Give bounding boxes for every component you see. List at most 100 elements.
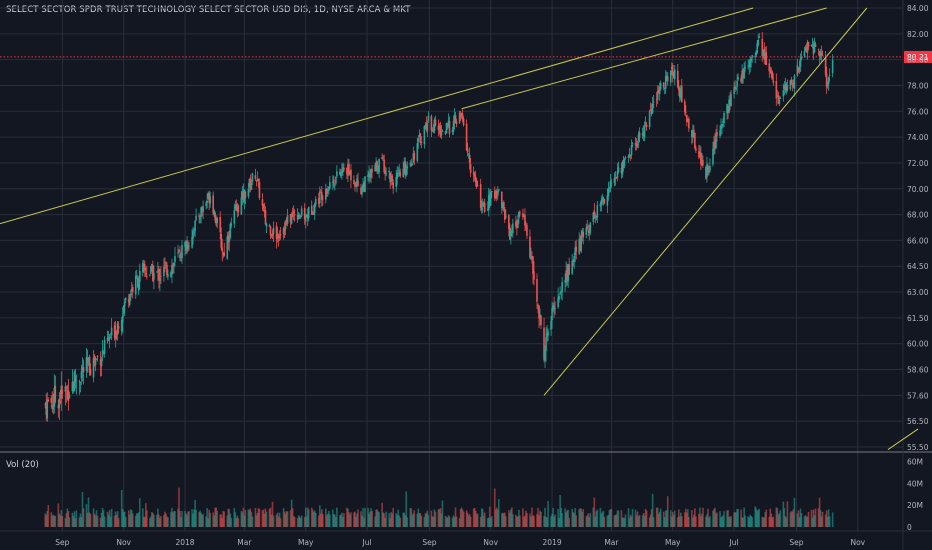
volume-bar [87, 497, 90, 527]
volume-bar [817, 508, 820, 527]
volume-bar [75, 510, 78, 527]
volume-bar [108, 510, 111, 527]
volume-bar [716, 512, 718, 527]
volume-bar [452, 515, 455, 527]
volume-bar [179, 511, 181, 527]
volume-bar [800, 513, 803, 527]
volume-bar [58, 513, 61, 527]
volume-bar [54, 515, 57, 527]
candle-body [418, 134, 421, 137]
candle-body [472, 172, 475, 175]
volume-bar [713, 509, 715, 527]
candle-body [167, 274, 169, 277]
candle-body [299, 215, 302, 218]
last-price-label: 80.21 [907, 53, 929, 62]
candle-body [202, 206, 204, 212]
candle-body [522, 213, 524, 218]
candle-body [89, 368, 92, 376]
candle-body [107, 337, 110, 339]
candle-body [786, 85, 789, 91]
volume-bar [186, 515, 188, 527]
candle-body [44, 404, 47, 406]
volume-bar [814, 508, 817, 527]
candle-body [722, 121, 724, 123]
candle-body [622, 159, 625, 168]
volume-bar [392, 507, 394, 527]
volume-bar [251, 516, 254, 527]
volume-bar [318, 505, 321, 527]
candle-body [526, 225, 528, 236]
volume-bar [566, 510, 568, 527]
candle-body [159, 278, 161, 282]
candle-body [413, 152, 416, 160]
volume-bar [156, 514, 158, 527]
volume-bar [269, 507, 272, 527]
candle-body [581, 231, 584, 238]
volume-bar [346, 507, 348, 527]
time-tick-label: Mar [237, 538, 252, 547]
candle-body [390, 177, 392, 182]
volume-bar [686, 512, 688, 527]
volume-bar [431, 516, 434, 527]
volume-indicator-label[interactable]: Vol (20) [6, 460, 39, 470]
candle-body [688, 118, 690, 129]
volume-bar [334, 514, 336, 527]
volume-bar [199, 510, 201, 527]
volume-bar [73, 511, 76, 527]
volume-bar [418, 513, 421, 527]
volume-bar [522, 508, 524, 527]
price-tick-label: 76.00 [907, 107, 929, 116]
candle-body [650, 108, 653, 115]
volume-bar [671, 512, 674, 527]
candle-body [771, 71, 774, 80]
volume-bar [466, 512, 469, 527]
candle-body [377, 171, 379, 172]
volume-bar [385, 511, 387, 527]
volume-bar [127, 510, 130, 527]
candle-body [403, 163, 406, 168]
candle-body [251, 173, 254, 182]
candle-body [567, 264, 569, 282]
volume-bar [559, 495, 561, 527]
volume-bar [810, 509, 813, 527]
price-tick-label: 66.00 [907, 236, 929, 245]
volume-bar [487, 517, 490, 527]
candle-body [305, 214, 308, 216]
candle-body [406, 166, 409, 169]
candle-body [275, 225, 278, 240]
volume-bar [353, 512, 355, 527]
volume-bar [117, 518, 120, 527]
volume-bar [747, 516, 749, 527]
candle-body [143, 263, 145, 265]
candle-body [614, 177, 617, 179]
candle-body [730, 94, 732, 107]
candle-body [255, 180, 258, 182]
volume-bar [754, 506, 757, 527]
candle-body [446, 124, 449, 126]
volume-bar [244, 510, 247, 527]
volume-bar [709, 516, 711, 527]
volume-bar [343, 512, 345, 527]
candle-body [207, 192, 209, 199]
volume-bar [673, 510, 676, 527]
volume-bar [381, 502, 383, 527]
volume-bar [677, 509, 680, 527]
candle-body [642, 132, 645, 137]
candle-body [669, 70, 672, 83]
candle-body [621, 161, 624, 175]
volume-bar [685, 508, 687, 527]
candle-body [156, 271, 158, 273]
candle-body [483, 202, 486, 212]
candle-body [812, 45, 815, 55]
candle-body [603, 199, 606, 204]
volume-bar [205, 516, 207, 527]
volume-bar [299, 517, 302, 527]
volume-bar [319, 513, 322, 527]
volume-bar [247, 509, 250, 527]
volume-bar [669, 510, 672, 527]
volume-bar [678, 516, 681, 527]
candle-body [772, 80, 775, 83]
volume-bar [339, 515, 341, 527]
candle-body [364, 176, 366, 192]
